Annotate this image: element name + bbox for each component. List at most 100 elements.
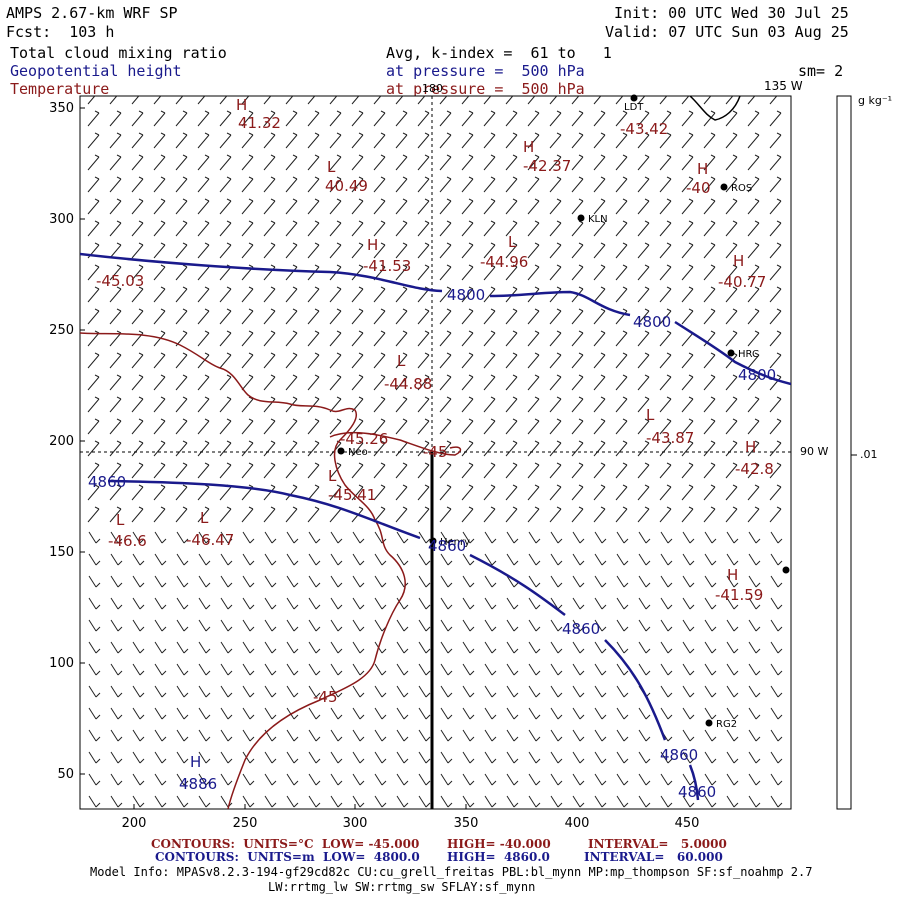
temp-value: -42.37	[523, 157, 571, 175]
height-label: 4860	[678, 783, 716, 801]
height-4800-b	[489, 290, 631, 317]
pressure-level-height: at pressure = 500 hPa	[386, 62, 585, 80]
coast-ne	[689, 96, 741, 121]
height-4860-a	[107, 479, 421, 540]
height-label: 4800	[738, 366, 776, 384]
temp-h-label: H	[727, 566, 738, 584]
station-marker	[782, 566, 790, 574]
height-4860-b	[469, 553, 566, 616]
station-marker	[337, 447, 345, 455]
y-tick-350: 350	[49, 101, 74, 116]
y-tick-200: 200	[49, 434, 74, 449]
height-4800-c	[674, 320, 791, 386]
height-label: 4886	[179, 775, 217, 793]
height-label: 4860	[428, 537, 466, 555]
height-label: 4800	[633, 313, 671, 331]
lon-180-label: 180	[422, 82, 443, 95]
x-tick-350: 350	[454, 816, 479, 831]
station-marker	[727, 349, 735, 357]
temp-l-label: L	[397, 352, 406, 370]
temp-contour-high: HIGH= -40.000	[447, 837, 551, 851]
avg-k-index: Avg, k-index = 61 to 1	[386, 44, 612, 62]
height-h-label: H	[190, 753, 201, 771]
temp-value: 40.49	[325, 177, 368, 195]
height-label: 4800	[447, 286, 485, 304]
station-henry: Henry	[440, 537, 470, 548]
temp-value: -40.77	[718, 273, 766, 291]
temp-value: -45.26	[340, 430, 388, 448]
temp-l-label: L	[116, 511, 125, 529]
wind-barb-field	[80, 96, 791, 809]
station-marker	[630, 94, 638, 102]
x-tick-450: 450	[675, 816, 700, 831]
temp-l-label: L	[200, 509, 209, 527]
temp-value: -46.47	[186, 531, 234, 549]
station-hrc: HRC	[738, 349, 759, 360]
height-4800-a	[80, 252, 443, 293]
lat-90w-label: 90 W	[800, 445, 828, 458]
y-tick-250: 250	[49, 323, 74, 338]
temp-value: -40	[686, 179, 711, 197]
station-ldt: LDT	[624, 102, 644, 113]
axis-ticks	[80, 107, 467, 809]
x-tick-400: 400	[565, 816, 590, 831]
height-contour-interval: INTERVAL= 60.000	[584, 850, 723, 864]
station-neo: Neo	[348, 447, 368, 458]
temp-value: -45	[423, 443, 448, 461]
temp-l-label: L	[646, 406, 655, 424]
x-tick-300: 300	[343, 816, 368, 831]
temp-h-label: H	[523, 138, 534, 156]
station-rg2: RG2	[716, 719, 737, 730]
temp-h-label: H	[733, 252, 744, 270]
temp-value: -45.03	[96, 272, 144, 290]
station-marker	[705, 719, 713, 727]
temp-value: -46.6	[108, 532, 147, 550]
temp-contour-small	[329, 431, 462, 456]
init-time: Init: 00 UTC Wed 30 Jul 25	[614, 4, 849, 22]
field-temperature: Temperature	[10, 80, 110, 98]
colorbar-units: g kg⁻¹	[858, 94, 892, 107]
station-marker	[720, 183, 728, 191]
temp-value: -41.59	[715, 586, 763, 604]
height-4860-c	[604, 639, 667, 741]
height-label: 4860	[562, 620, 600, 638]
y-tick-50: 50	[57, 767, 74, 782]
temp-value: -45	[313, 688, 338, 706]
temp-value: -44.88	[384, 375, 432, 393]
temp-contour-info: CONTOURS: UNITS=°C LOW= -45.000	[151, 837, 420, 851]
height-contour-high: HIGH= 4860.0	[447, 850, 550, 864]
forecast-hour: Fcst: 103 h	[6, 23, 115, 41]
temp-h-label: H	[236, 96, 247, 114]
temp-contour-interval: INTERVAL= 5.0000	[588, 837, 727, 851]
pressure-level-temp: at pressure = 500 hPa	[386, 80, 585, 98]
x-tick-200: 200	[122, 816, 147, 831]
temp-value: 41.32	[238, 114, 281, 132]
height-label: 4860	[660, 746, 698, 764]
temp-value: -43.87	[646, 429, 694, 447]
model-info: Model Info: MPASv8.2.3-194-gf29cd82c CU:…	[90, 865, 813, 879]
colorbar-value: .01	[860, 448, 878, 461]
y-tick-150: 150	[49, 545, 74, 560]
temp-value: -41.53	[363, 257, 411, 275]
temp-value: -44.96	[480, 253, 528, 271]
x-tick-250: 250	[233, 816, 258, 831]
smoothing-label: sm= 2	[798, 62, 844, 80]
lon-135w-label: 135 W	[764, 79, 803, 93]
height-label: 4860	[88, 473, 126, 491]
temp-h-label: H	[697, 160, 708, 178]
temp-h-label: H	[745, 438, 756, 456]
temp-value: -42.8	[735, 460, 774, 478]
model-info-2: LW:rrtmg_lw SW:rrtmg_sw SFLAY:sf_mynn	[268, 880, 536, 894]
temp-h-label: H	[367, 236, 378, 254]
station-kln: KLN	[588, 214, 608, 225]
height-4860-d	[688, 764, 700, 801]
station-marker	[577, 214, 585, 222]
height-contour-info: CONTOURS: UNITS=m LOW= 4800.0	[155, 850, 420, 864]
valid-time: Valid: 07 UTC Sun 03 Aug 25	[605, 23, 849, 41]
y-tick-100: 100	[49, 656, 74, 671]
temp-value: -45.41	[328, 486, 376, 504]
coastline-contour	[80, 332, 406, 809]
model-title: AMPS 2.67-km WRF SP	[6, 4, 178, 22]
temp-l-label: L	[328, 467, 337, 485]
